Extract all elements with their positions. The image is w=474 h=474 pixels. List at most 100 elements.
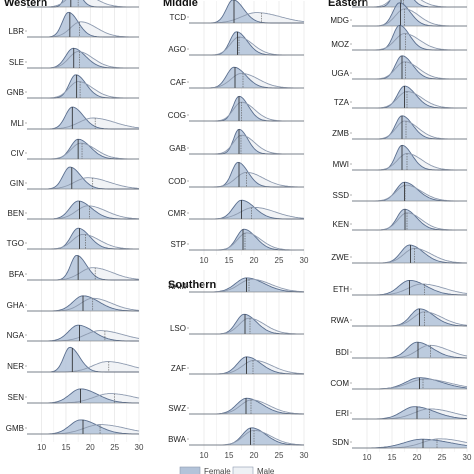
country-row-gnb: GNB <box>7 74 139 99</box>
country-label: LSO <box>170 324 186 333</box>
x-tick-label: 10 <box>363 453 372 462</box>
legend-swatch-male <box>232 466 254 474</box>
country-label: ZMB <box>332 129 349 138</box>
country-label: MDG <box>330 16 349 25</box>
x-tick-label: 15 <box>388 453 397 462</box>
legend-label-male: Male <box>257 467 275 474</box>
country-label: BFA <box>9 270 25 279</box>
female-density-area <box>189 162 304 187</box>
country-row-ben: BEN <box>8 200 139 220</box>
female-density-area <box>27 48 139 68</box>
female-density-area <box>352 2 467 27</box>
female-density-area <box>27 139 139 159</box>
country-row-tza: TZA <box>334 85 467 109</box>
x-tick-label: 15 <box>225 451 234 460</box>
country-label: AGO <box>168 45 186 54</box>
female-density-area <box>352 55 467 79</box>
country-row-swz: SWZ <box>168 397 304 415</box>
x-tick-label: 30 <box>463 453 472 462</box>
country-label: MLI <box>11 119 24 128</box>
legend: Female Male <box>179 466 275 474</box>
female-density-area <box>189 200 304 219</box>
legend-label-female: Female <box>204 467 231 474</box>
x-tick-label: 20 <box>250 451 259 460</box>
country-label: NAM <box>168 282 186 291</box>
female-density-area <box>352 245 467 263</box>
country-row-eth: ETH <box>333 279 468 296</box>
country-row-lso: LSO <box>170 313 304 335</box>
country-label: SSD <box>333 191 350 200</box>
female-density-area <box>189 398 304 414</box>
x-tick-label: 25 <box>438 453 447 462</box>
country-row-ner: NER <box>7 346 140 373</box>
female-density-area <box>352 182 467 201</box>
female-density-area <box>352 25 467 50</box>
country-row-rwa: RWA <box>331 308 468 327</box>
country-label: GIN <box>10 179 24 188</box>
country-label: BWA <box>168 435 187 444</box>
country-row-bfa: BFA <box>9 254 140 281</box>
country-label: MOZ <box>331 40 349 49</box>
x-tick-label: 15 <box>225 256 234 265</box>
female-density-area <box>352 0 467 7</box>
female-density-area <box>27 74 139 98</box>
country-label: STP <box>170 240 186 249</box>
panel-western: Western LBR SLE GNB MLI CIV GIN BEN TGO BFA GHA NGA… <box>4 0 144 452</box>
panel-eastern: Eastern MDG MOZ UGA TZA ZMB MWI SSD KEN ZWE ETH RWA… <box>328 0 472 462</box>
country-label: COD <box>168 177 186 186</box>
x-tick-label: 30 <box>300 256 309 265</box>
country-row-gab: GAB <box>169 128 304 155</box>
female-density-area <box>27 388 139 403</box>
female-density-area <box>189 0 304 23</box>
female-density-area <box>189 96 304 121</box>
country-row-uga: UGA <box>332 55 467 80</box>
country-label: NGA <box>7 331 25 340</box>
country-label: ETH <box>333 285 349 294</box>
country-row-partial <box>27 0 139 8</box>
country-row-moz: MOZ <box>331 24 467 51</box>
x-tick-label: 10 <box>200 256 209 265</box>
x-tick-label: 20 <box>250 256 259 265</box>
country-row-cod: COD <box>168 161 305 188</box>
country-row-zwe: ZWE <box>331 244 468 264</box>
female-density-area <box>27 12 139 38</box>
country-label: GNB <box>7 88 24 97</box>
male-density-area <box>27 361 139 372</box>
female-density-area <box>189 67 304 88</box>
country-label: SLE <box>9 58 24 67</box>
country-label: TZA <box>334 98 350 107</box>
panel-title: Middle <box>163 0 198 9</box>
country-row-cog: COG <box>168 95 304 122</box>
country-label: BEN <box>8 209 25 218</box>
country-label: NER <box>7 362 24 371</box>
country-row-ken: KEN <box>333 208 467 231</box>
country-row-zaf: ZAF <box>171 356 305 375</box>
country-row-bdi: BDI <box>336 341 468 359</box>
country-row-caf: CAF <box>170 66 304 89</box>
female-density-area <box>27 201 139 219</box>
country-row-civ: CIV <box>11 138 139 160</box>
country-label: CAF <box>170 78 186 87</box>
country-label: CMR <box>168 209 186 218</box>
female-density-area <box>352 406 467 419</box>
country-label: MWI <box>333 160 349 169</box>
x-tick-label: 20 <box>413 453 422 462</box>
country-label: GAB <box>169 144 186 153</box>
country-label: RWA <box>331 316 350 325</box>
panel-title: Western <box>4 0 47 9</box>
country-row-tcd: TCD <box>170 0 305 24</box>
country-row-cmr: CMR <box>168 199 305 220</box>
x-tick-label: 25 <box>275 256 284 265</box>
x-tick-label: 10 <box>200 451 209 460</box>
country-row-gmb: GMB <box>6 419 140 435</box>
female-density-area <box>27 107 139 129</box>
country-row-gin: GIN <box>10 166 140 190</box>
female-density-area <box>352 342 467 358</box>
country-row-eri: ERI <box>336 406 468 420</box>
female-density-area <box>352 209 467 230</box>
x-tick-label: 25 <box>110 443 119 452</box>
female-density-area <box>27 347 139 372</box>
legend-swatch-female <box>179 466 201 474</box>
